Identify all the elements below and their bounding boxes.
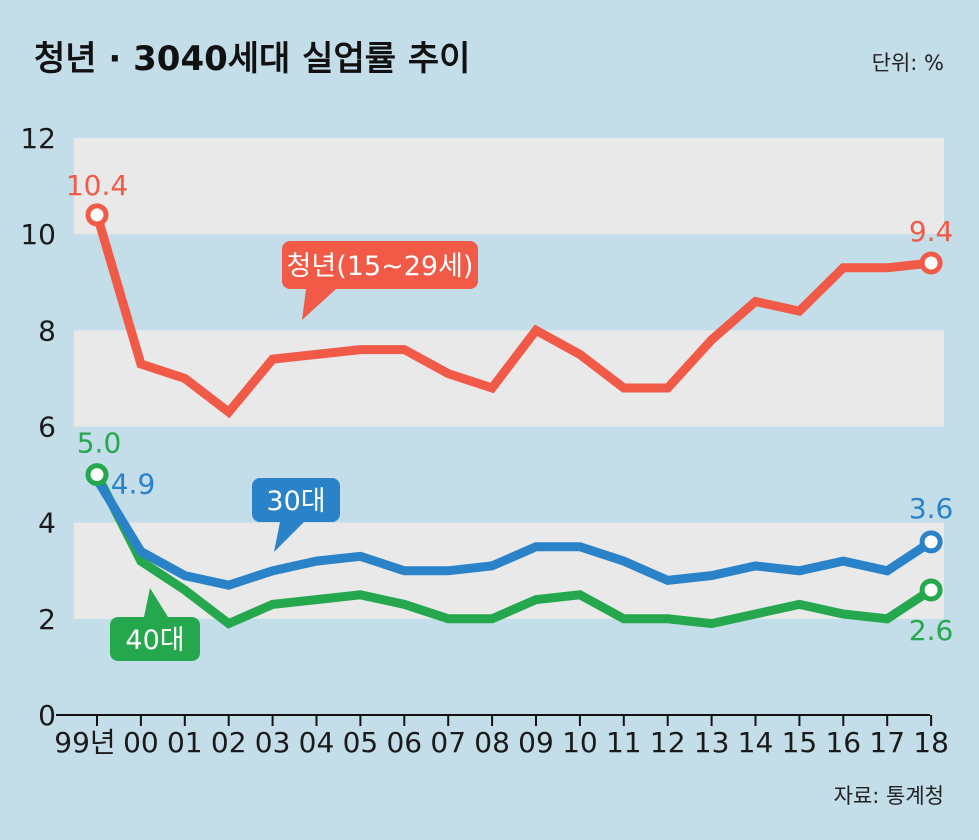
y-tick-label: 2 xyxy=(38,603,56,636)
band xyxy=(74,138,944,235)
band xyxy=(74,330,944,427)
x-tick-label: 13 xyxy=(694,726,730,759)
y-tick-label: 8 xyxy=(38,314,56,347)
x-tick-label: 01 xyxy=(167,726,203,759)
data-label: 2.6 xyxy=(909,614,954,647)
source-note: 자료: 통계청 xyxy=(834,784,944,808)
x-tick-label: 03 xyxy=(255,726,291,759)
callout-box xyxy=(282,241,478,289)
series-name-label: 40대 xyxy=(125,625,184,656)
series-name-label: 청년(15~29세) xyxy=(287,251,474,282)
data-point-marker xyxy=(919,530,943,554)
x-tick-label: 09 xyxy=(518,726,554,759)
data-labels: 10.4 9.4 4.9 3.6 5.0 2.6 xyxy=(66,169,954,647)
unit-label: 단위: % xyxy=(872,51,944,75)
y-tick-label: 12 xyxy=(20,122,56,155)
callout-tail xyxy=(144,588,168,617)
y-tick-label: 10 xyxy=(20,218,56,251)
end-markers xyxy=(85,203,943,602)
y-tick-label: 4 xyxy=(38,507,56,540)
x-tick-label: 14 xyxy=(738,726,774,759)
series-callout: 30대 xyxy=(252,478,340,552)
data-label: 9.4 xyxy=(909,215,954,248)
series-name-label: 30대 xyxy=(266,486,325,517)
y-axis: 0 2 4 6 8 10 12 xyxy=(20,122,56,732)
y-tick-label: 6 xyxy=(38,411,56,444)
data-label: 4.9 xyxy=(111,467,156,500)
x-axis: 99년 00 01 02 03 04 05 06 07 08 09 10 11 12 13 14 15 16 17 1… xyxy=(54,714,949,759)
x-tick-label: 10 xyxy=(562,726,598,759)
x-tick-label: 06 xyxy=(386,726,422,759)
y-tick-label: 0 xyxy=(38,699,56,732)
data-point-marker xyxy=(85,463,109,487)
x-tick-label: 17 xyxy=(869,726,905,759)
callout-tail xyxy=(302,289,336,320)
x-tick-label: 04 xyxy=(299,726,335,759)
data-point-marker xyxy=(919,578,943,602)
x-tick-label: 99년 xyxy=(54,726,115,759)
x-tick-label: 00 xyxy=(123,726,159,759)
x-tick-label: 15 xyxy=(782,726,818,759)
series-callout: 40대 xyxy=(110,588,200,661)
series-callout: 청년(15~29세) xyxy=(282,241,478,320)
x-tick-label: 16 xyxy=(825,726,861,759)
x-tick-label: 02 xyxy=(211,726,247,759)
callout-box xyxy=(110,617,200,661)
series-line xyxy=(92,472,934,629)
data-label: 10.4 xyxy=(66,169,128,202)
callout-tail xyxy=(274,522,304,552)
x-tick-label: 05 xyxy=(343,726,379,759)
x-tick-label: 11 xyxy=(606,726,642,759)
callout-box xyxy=(252,478,340,522)
data-label: 5.0 xyxy=(77,427,122,460)
chart-title: 청년 · 3040세대 실업률 추이 xyxy=(34,39,470,79)
x-tick-label: 18 xyxy=(913,726,949,759)
background-bands xyxy=(74,138,944,619)
data-point-marker xyxy=(919,251,943,275)
data-label: 3.6 xyxy=(909,492,954,525)
x-tick-label: 08 xyxy=(474,726,510,759)
data-point-marker xyxy=(85,203,109,227)
series-lines xyxy=(92,213,934,629)
series-callouts: 청년(15~29세) 30대 40대 xyxy=(110,241,478,661)
x-tick-label: 12 xyxy=(650,726,686,759)
series-line xyxy=(92,213,932,419)
x-tick-label: 07 xyxy=(430,726,466,759)
series-line xyxy=(93,477,934,590)
